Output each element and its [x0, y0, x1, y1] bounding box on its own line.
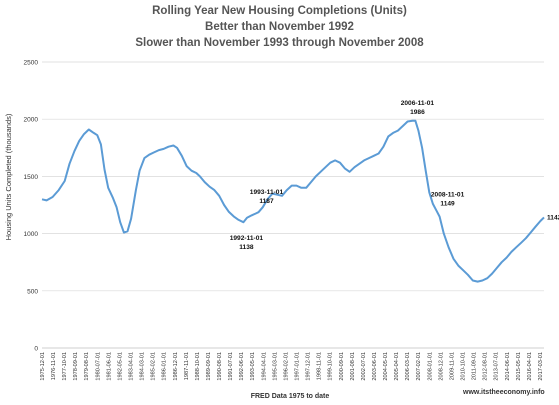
annotation-value-3: 1149 [440, 201, 455, 208]
x-tick-label-24: 1997-12-01 [306, 352, 312, 381]
annotation-value-0: 1138 [239, 244, 254, 251]
x-tick-label-23: 1997-01-01 [295, 352, 301, 381]
x-tick-label-29: 2002-07-01 [361, 352, 367, 381]
x-tick-label-35: 2008-01-01 [427, 352, 433, 381]
x-tick-label-10: 1985-02-01 [151, 352, 157, 381]
x-tick-label-15: 1989-09-01 [206, 352, 212, 381]
x-tick-label-22: 1996-02-01 [283, 352, 289, 381]
x-tick-label-33: 2006-03-01 [405, 352, 411, 381]
x-axis-ticks: 1975-12-01 1976-11-01 1977-10-01 1978-09-01… [40, 352, 544, 381]
x-tick-label-6: 1981-06-01 [106, 352, 112, 381]
annotation-date-0: 1992-11-01 [230, 235, 264, 242]
chart-title-line-3: Slower than November 1993 through Novemb… [135, 37, 424, 49]
x-tick-label-34: 2007-02-01 [416, 352, 422, 381]
y-tick-label-5: 2500 [24, 60, 39, 67]
x-tick-label-28: 2001-08-01 [350, 352, 356, 381]
chart-title-line-2: Better than November 1992 [205, 21, 354, 33]
x-tick-label-40: 2012-08-01 [483, 352, 489, 381]
x-tick-label-9: 1984-03-01 [140, 352, 146, 381]
y-tick-label-3: 1500 [24, 174, 39, 181]
x-tick-label-45: 2017-03-01 [538, 352, 544, 381]
annotation-value-1: 1187 [259, 198, 274, 205]
annotation-date-3: 2008-11-01 [431, 192, 465, 199]
y-tick-label-1: 500 [27, 288, 38, 295]
x-tick-label-0: 1975-12-01 [40, 352, 46, 381]
x-tick-label-19: 1993-05-01 [250, 352, 256, 381]
annotations: 1992-11-01 1138 1993-11-01 1187 2006-11-01 19… [230, 100, 559, 251]
x-tick-label-39: 2011-09-01 [472, 352, 478, 380]
x-tick-label-25: 1998-11-01 [317, 352, 323, 380]
x-tick-label-17: 1991-07-01 [228, 352, 234, 381]
y-tick-label-0: 0 [34, 346, 38, 353]
x-tick-label-38: 2010-10-01 [461, 352, 467, 381]
x-tick-label-4: 1979-08-01 [84, 352, 90, 381]
x-tick-label-11: 1986-01-01 [162, 352, 168, 381]
y-axis-label: Housing Units Completed (thousands) [4, 113, 13, 240]
annotation-date-1: 1993-11-01 [250, 189, 284, 196]
x-tick-label-1: 1976-11-01 [51, 352, 57, 380]
x-tick-label-37: 2009-11-01 [449, 352, 455, 380]
x-tick-label-12: 1986-12-01 [173, 352, 179, 381]
x-tick-label-44: 2016-04-01 [527, 352, 533, 381]
series-line-0 [41, 119, 545, 283]
series-layer [41, 119, 545, 283]
x-tick-label-5: 1980-07-01 [95, 352, 101, 381]
x-tick-label-26: 1999-10-01 [328, 352, 334, 381]
x-tick-label-18: 1992-06-01 [239, 352, 245, 381]
x-tick-label-32: 2005-04-01 [394, 352, 400, 381]
x-tick-label-3: 1978-09-01 [73, 352, 79, 381]
x-tick-label-43: 2015-05-01 [516, 352, 522, 381]
annotation-date-2: 2006-11-01 [401, 100, 435, 107]
x-axis-label: FRED Data 1975 to date [251, 393, 330, 400]
annotation-value-2: 1986 [410, 109, 425, 116]
x-tick-label-2: 1977-10-01 [62, 352, 68, 381]
x-tick-label-41: 2013-07-01 [494, 352, 500, 381]
x-tick-label-36: 2008-12-01 [438, 352, 444, 381]
chart-title-line-1: Rolling Year New Housing Completions (Un… [152, 5, 407, 17]
y-tick-label-2: 1000 [24, 231, 39, 238]
end-value-label: 1142 [547, 214, 559, 221]
y-tick-label-4: 2000 [24, 117, 39, 124]
x-tick-label-42: 2014-06-01 [505, 352, 511, 381]
x-tick-label-20: 1994-04-01 [261, 352, 267, 381]
x-tick-label-13: 1987-11-01 [184, 352, 190, 380]
x-tick-label-31: 2004-05-01 [383, 352, 389, 381]
x-tick-label-14: 1988-10-01 [195, 352, 201, 381]
x-tick-label-27: 2000-09-01 [339, 352, 345, 381]
x-tick-label-7: 1982-05-01 [117, 352, 123, 381]
x-tick-label-30: 2003-06-01 [372, 352, 378, 381]
source-credit: www.itstheeconomy.info [462, 389, 545, 396]
x-tick-label-8: 1983-04-01 [128, 352, 134, 381]
grid [42, 61, 544, 349]
x-tick-label-21: 1995-03-01 [272, 352, 278, 381]
y-axis-ticks: 0 500 1000 1500 2000 2500 [24, 60, 39, 353]
x-tick-label-16: 1990-08-01 [217, 352, 223, 381]
